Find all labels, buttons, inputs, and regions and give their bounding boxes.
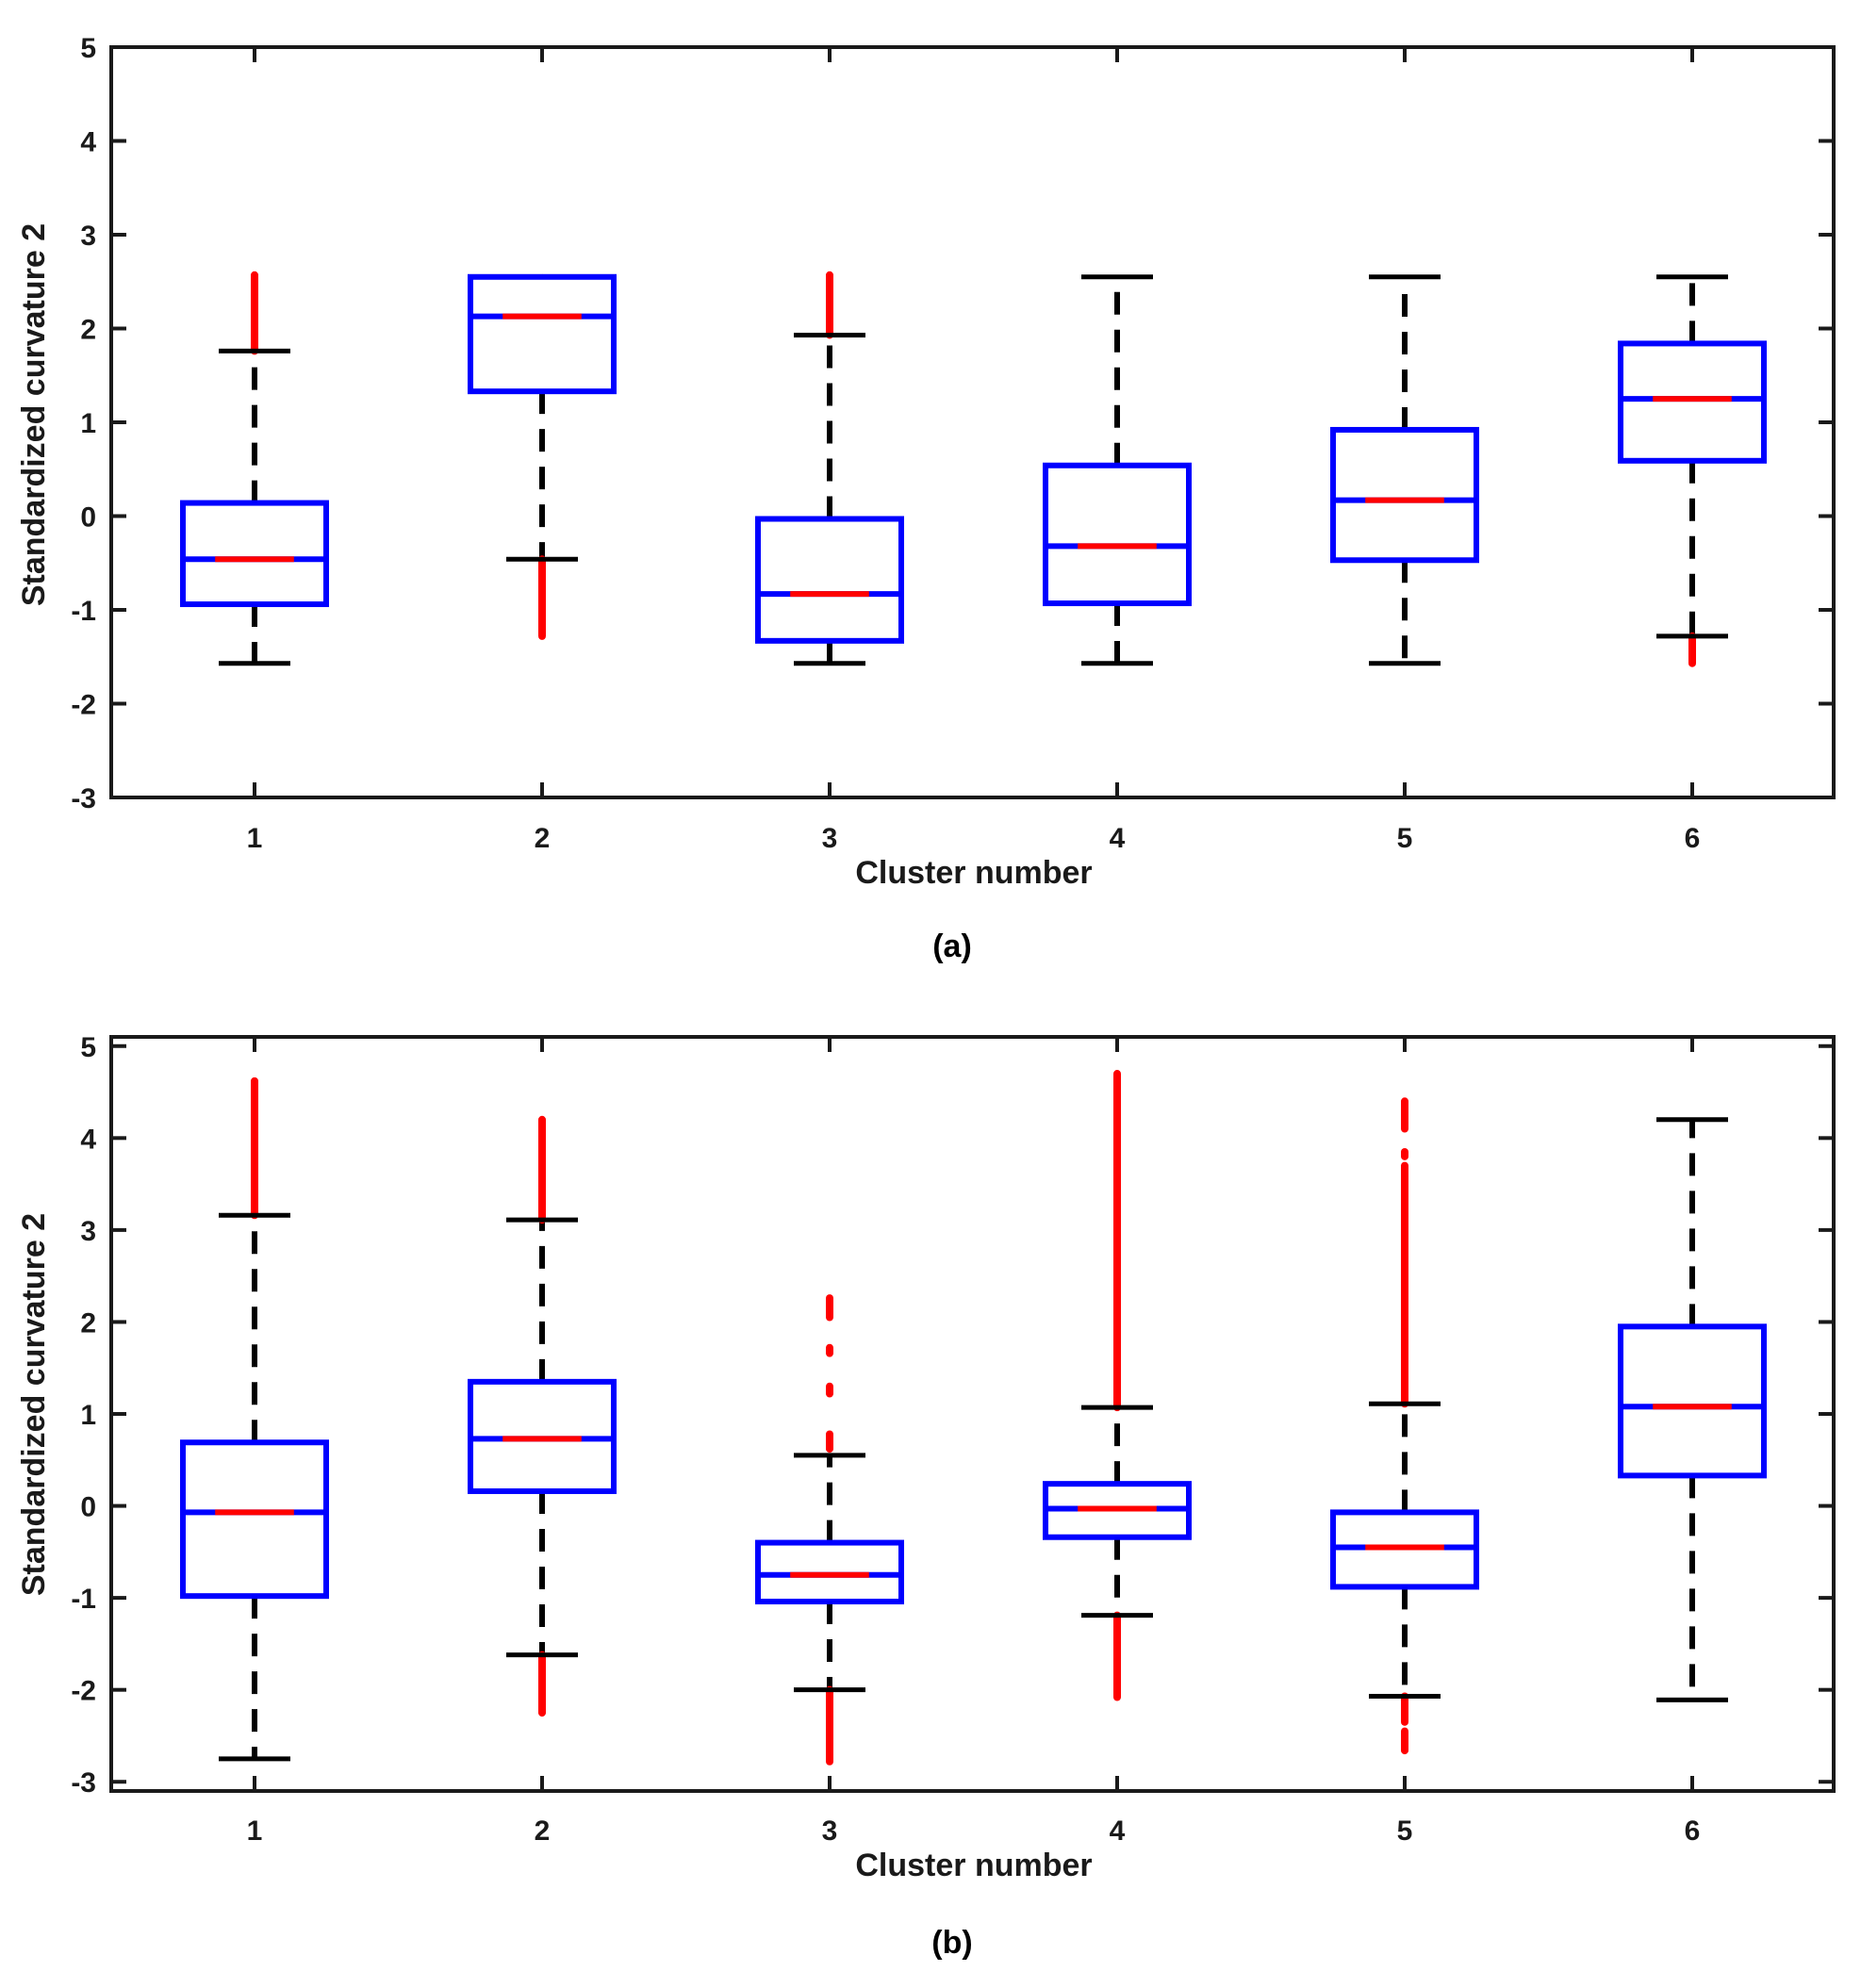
y-tick-label: -2: [71, 690, 96, 721]
plot-area-b: [109, 1035, 1836, 1793]
box-cluster-6: [1618, 1037, 1767, 1791]
y-tick-label: 4: [80, 1124, 96, 1155]
x-tick-label: 2: [535, 823, 551, 854]
box-cluster-3: [755, 47, 904, 797]
iqr-box: [1330, 426, 1479, 564]
y-tick-label: 3: [80, 1216, 96, 1247]
y-tick-label: -1: [71, 596, 96, 627]
box-cluster-4: [1043, 47, 1192, 797]
y-tick-label: 2: [80, 1307, 96, 1339]
x-tick-label: 3: [822, 823, 838, 854]
y-tick-labels-b: -3 -2 -1 0 1 2 3 4 5: [71, 1032, 96, 1799]
x-tick-label: 6: [1685, 1815, 1701, 1847]
x-tick-label: 2: [535, 1815, 551, 1847]
y-tick-label: -3: [71, 783, 96, 814]
panel-label-b: (b): [931, 1925, 972, 1961]
x-tick-label: 1: [247, 1815, 263, 1847]
box-cluster-5: [1330, 1037, 1479, 1791]
panel-a: -3 -2 -1 0 1 2 3 4 5 1 2 3 4 5 6 Standardized curvatu…: [16, 33, 1836, 964]
x-tick-label: 1: [247, 823, 263, 854]
box-cluster-1: [180, 1037, 329, 1791]
x-tick-label: 5: [1397, 1815, 1413, 1847]
iqr-box: [468, 273, 617, 395]
box-cluster-3: [755, 1037, 904, 1791]
iqr-box: [180, 1439, 329, 1600]
y-axis-label-a: Standardized curvature 2: [16, 223, 52, 606]
axes-frame: [109, 45, 1836, 799]
iqr-box: [755, 516, 904, 644]
box-cluster-6: [1618, 47, 1767, 797]
iqr-box: [1043, 462, 1192, 607]
panel-label-a: (a): [932, 928, 972, 964]
x-tick-label: 4: [1110, 823, 1126, 854]
y-tick-label: -3: [71, 1767, 96, 1799]
y-tick-label: 5: [80, 1032, 96, 1063]
y-tick-label: 4: [80, 127, 96, 158]
iqr-box: [180, 500, 329, 608]
y-tick-label: 1: [80, 408, 96, 439]
y-tick-labels-a: -3 -2 -1 0 1 2 3 4 5: [71, 33, 96, 814]
y-tick-label: 0: [80, 1492, 96, 1523]
box-cluster-1: [180, 47, 329, 797]
y-tick-label: 5: [80, 33, 96, 64]
box-cluster-2: [468, 47, 617, 797]
x-tick-label: 6: [1685, 823, 1701, 854]
panel-b: -3 -2 -1 0 1 2 3 4 5 1 2 3 4 5 6 Standardized curvatu…: [16, 1032, 1836, 1961]
x-axis-label-b: Cluster number: [855, 1848, 1092, 1883]
y-tick-label: -2: [71, 1676, 96, 1707]
y-tick-label: 0: [80, 502, 96, 534]
y-tick-label: 1: [80, 1400, 96, 1431]
x-tick-label: 3: [822, 1815, 838, 1847]
iqr-box: [1618, 340, 1767, 464]
x-tick-label: 5: [1397, 823, 1413, 854]
y-tick-label: 3: [80, 221, 96, 252]
x-axis-label-a: Cluster number: [855, 855, 1092, 891]
axes-frame: [109, 1035, 1836, 1793]
x-tick-labels-b: 1 2 3 4 5 6: [247, 1815, 1701, 1847]
x-tick-labels-a: 1 2 3 4 5 6: [247, 823, 1701, 854]
box-cluster-2: [468, 1037, 617, 1791]
y-tick-label: -1: [71, 1584, 96, 1615]
y-axis-label-b: Standardized curvature 2: [16, 1213, 52, 1596]
box-cluster-5: [1330, 47, 1479, 797]
box-cluster-4: [1043, 1037, 1192, 1791]
x-tick-label: 4: [1110, 1815, 1126, 1847]
y-tick-label: 2: [80, 315, 96, 346]
plot-area-a: [109, 45, 1836, 799]
iqr-box: [1618, 1323, 1767, 1479]
